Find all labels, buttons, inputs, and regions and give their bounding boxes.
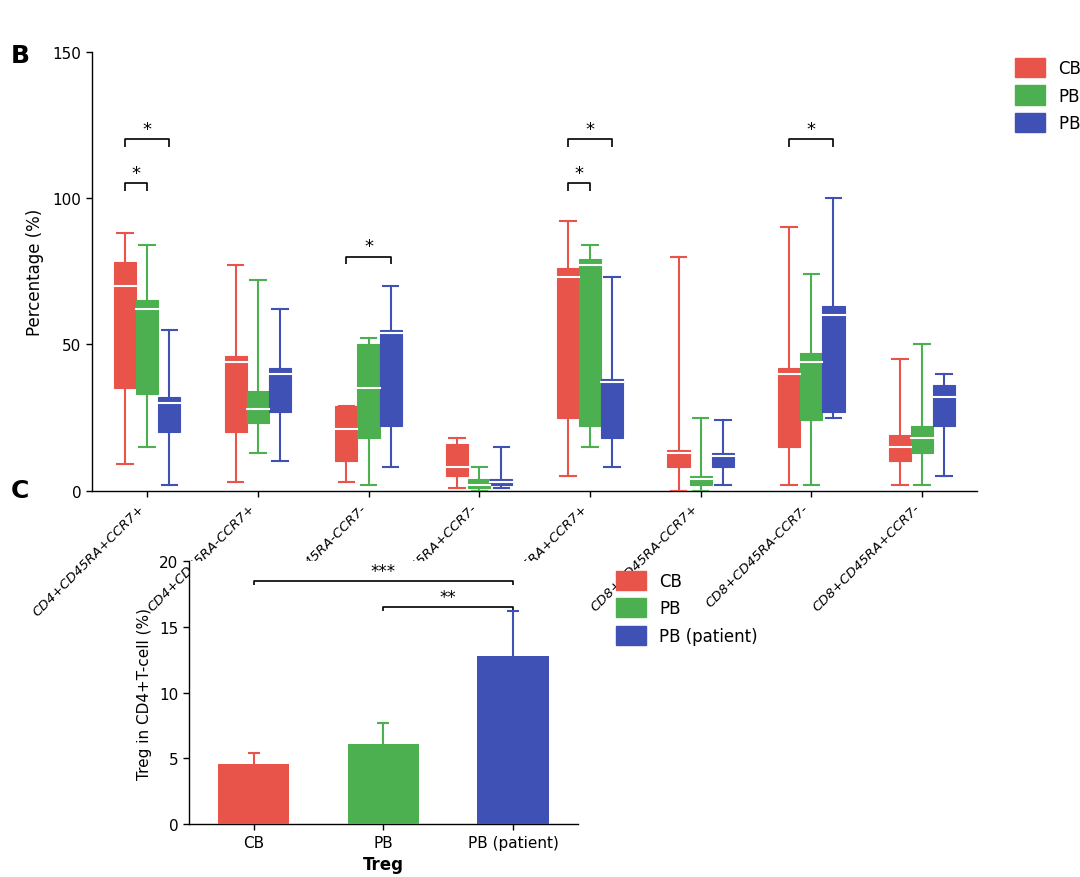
Bar	[823, 307, 845, 412]
Text: *: *	[807, 121, 815, 139]
Bar	[933, 386, 956, 427]
Bar	[380, 331, 402, 427]
Bar	[218, 764, 289, 824]
Bar	[910, 427, 933, 453]
Bar	[469, 480, 490, 488]
Bar	[348, 744, 419, 824]
Bar	[712, 453, 734, 467]
Text: *: *	[585, 121, 594, 139]
Text: ***: ***	[370, 562, 396, 581]
Bar	[667, 450, 689, 467]
Text: *: *	[143, 121, 151, 139]
Text: **: **	[440, 588, 457, 607]
Text: *: *	[364, 238, 373, 256]
Legend: CB, PB, PB (patient): CB, PB, PB (patient)	[1009, 52, 1080, 139]
Text: B: B	[11, 44, 30, 68]
Bar	[446, 445, 469, 476]
Bar	[269, 368, 291, 412]
Bar	[689, 476, 712, 485]
Text: C: C	[11, 478, 29, 502]
Bar	[357, 345, 380, 438]
Bar	[225, 357, 246, 432]
Bar	[490, 480, 512, 485]
Bar	[246, 392, 269, 424]
Bar	[136, 301, 159, 395]
Bar	[477, 656, 549, 824]
Bar	[557, 269, 579, 418]
Legend: CB, PB, PB (patient): CB, PB, PB (patient)	[609, 564, 765, 652]
Text: *: *	[132, 165, 140, 182]
Bar	[778, 368, 800, 447]
Bar	[579, 260, 600, 427]
Bar	[889, 436, 910, 462]
Bar	[600, 380, 623, 438]
Bar	[800, 353, 823, 421]
Bar	[158, 397, 180, 432]
X-axis label: Treg: Treg	[363, 855, 404, 873]
Y-axis label: Treg in CD4+T-cell (%): Treg in CD4+T-cell (%)	[137, 607, 152, 779]
Bar	[114, 263, 136, 389]
Text: *: *	[575, 165, 583, 182]
Y-axis label: Percentage (%): Percentage (%)	[26, 209, 44, 335]
Bar	[335, 406, 357, 462]
